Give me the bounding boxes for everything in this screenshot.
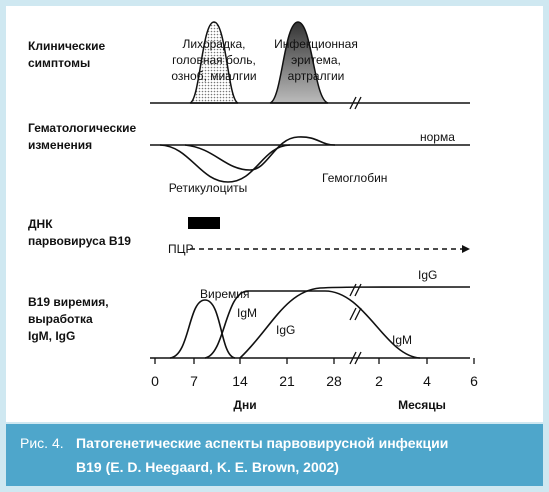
caption-number: Рис. 4. bbox=[20, 435, 64, 451]
axis-unit: Дни bbox=[233, 398, 256, 412]
row-label: B19 виремия, bbox=[28, 295, 109, 309]
hemoglobin-curve bbox=[184, 136, 336, 171]
tick-label: 28 bbox=[326, 373, 342, 389]
tick-label: 6 bbox=[470, 373, 478, 389]
note: IgM bbox=[237, 306, 257, 320]
note: норма bbox=[420, 130, 455, 144]
note: Гемоглобин bbox=[322, 171, 387, 185]
note: артралгии bbox=[288, 69, 345, 83]
note: головная боль, bbox=[172, 53, 256, 67]
tick-label: 14 bbox=[232, 373, 248, 389]
tick-label: 21 bbox=[279, 373, 295, 389]
row-label: ДНК bbox=[28, 217, 53, 231]
axis-unit: Месяцы bbox=[398, 398, 446, 412]
tick-label: 4 bbox=[423, 373, 431, 389]
arrow-head bbox=[462, 245, 470, 253]
note: эритема, bbox=[291, 53, 341, 67]
dna-bar bbox=[188, 217, 220, 229]
igg-curve bbox=[239, 286, 471, 359]
note: озноб, миалгии bbox=[171, 69, 256, 83]
note: Лихорадка, bbox=[183, 37, 246, 51]
symptom-bump bbox=[269, 21, 329, 104]
caption-band bbox=[6, 424, 543, 486]
tick-label: 7 bbox=[190, 373, 198, 389]
row-label: симптомы bbox=[28, 56, 90, 70]
igm-curve bbox=[204, 290, 421, 359]
row-label: IgM, IgG bbox=[28, 329, 75, 343]
row-label: изменения bbox=[28, 138, 92, 152]
row-label: Клинические bbox=[28, 39, 105, 53]
note: IgM bbox=[392, 333, 412, 347]
row-label: Гематологические bbox=[28, 121, 137, 135]
panel bbox=[6, 6, 543, 422]
tick-label: 2 bbox=[375, 373, 383, 389]
tick-label: 0 bbox=[151, 373, 159, 389]
reticulocyte-curve bbox=[159, 144, 291, 183]
note: IgG bbox=[276, 323, 295, 337]
viremia-curve bbox=[169, 299, 236, 359]
note: Ретикулоциты bbox=[169, 181, 248, 195]
row-label: выработка bbox=[28, 312, 93, 326]
breaks bbox=[349, 96, 362, 365]
note: Инфекционная bbox=[274, 37, 358, 51]
symptom-bump bbox=[189, 21, 239, 104]
note: IgG bbox=[418, 268, 437, 282]
note: Виремия bbox=[200, 287, 250, 301]
row-label: парвовируса B19 bbox=[28, 234, 131, 248]
caption-line: Патогенетические аспекты парвовирусной и… bbox=[76, 435, 448, 451]
caption-line: B19 (E. D. Heegaard, K. E. Brown, 2002) bbox=[76, 459, 339, 475]
note: ПЦР bbox=[168, 242, 194, 256]
